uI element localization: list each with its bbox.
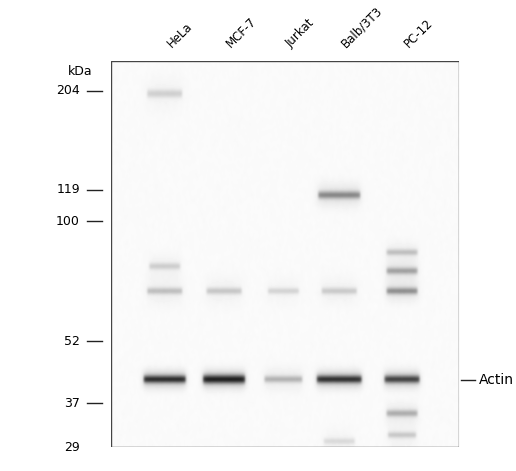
Text: 29: 29 xyxy=(64,441,80,455)
Text: MCF-7: MCF-7 xyxy=(224,15,260,49)
Text: 119: 119 xyxy=(56,183,80,196)
Text: PC-12: PC-12 xyxy=(402,16,436,49)
Text: kDa: kDa xyxy=(68,65,92,78)
Text: 37: 37 xyxy=(64,397,80,410)
Text: Balb/3T3: Balb/3T3 xyxy=(339,3,385,49)
Text: HeLa: HeLa xyxy=(165,19,195,49)
Text: 52: 52 xyxy=(64,334,80,348)
Text: 204: 204 xyxy=(56,84,80,97)
Text: 100: 100 xyxy=(56,215,80,228)
Text: Jurkat: Jurkat xyxy=(283,16,317,49)
Text: Actin: Actin xyxy=(479,373,513,387)
